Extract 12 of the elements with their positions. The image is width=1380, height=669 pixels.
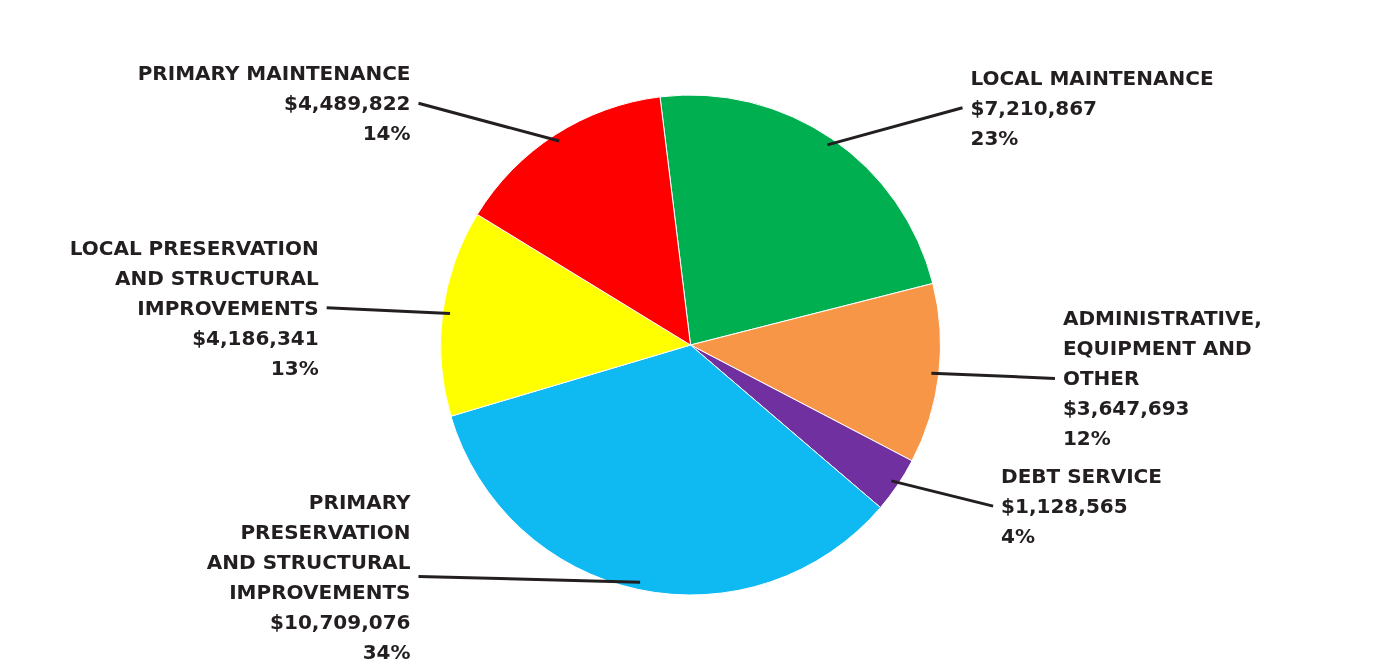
data-label: $10,709,076 34% — [270, 609, 411, 664]
data-label: $7,210,867 23% — [970, 95, 1098, 150]
slice-label: PRIMARY MAINTENANCE — [137, 61, 411, 86]
slice-label: ADMINISTRATIVE, EQUIPMENT AND OTHER — [1062, 306, 1262, 391]
data-label: $1,128,565 4% — [1001, 494, 1128, 549]
data-label: $3,647,693 12% — [1062, 396, 1190, 451]
slice-label: PRIMARY PRESERVATION AND STRUCTURAL IMPROVEMENTS — [206, 489, 412, 604]
data-label: $4,489,822 14% — [283, 91, 411, 146]
slice-label: LOCAL MAINTENANCE — [970, 65, 1214, 90]
slice-label: DEBT SERVICE — [1001, 464, 1162, 489]
data-label: $4,186,341 13% — [192, 325, 319, 380]
slice-label: LOCAL PRESERVATION AND STRUCTURAL IMPROVEMENTS — [69, 235, 319, 320]
